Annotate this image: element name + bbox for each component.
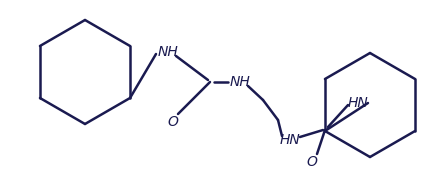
Text: HN: HN [280,133,300,147]
Text: HN: HN [348,96,368,110]
Text: O: O [307,155,317,169]
Text: NH: NH [158,45,178,59]
Text: O: O [168,115,178,129]
Text: NH: NH [230,75,250,89]
